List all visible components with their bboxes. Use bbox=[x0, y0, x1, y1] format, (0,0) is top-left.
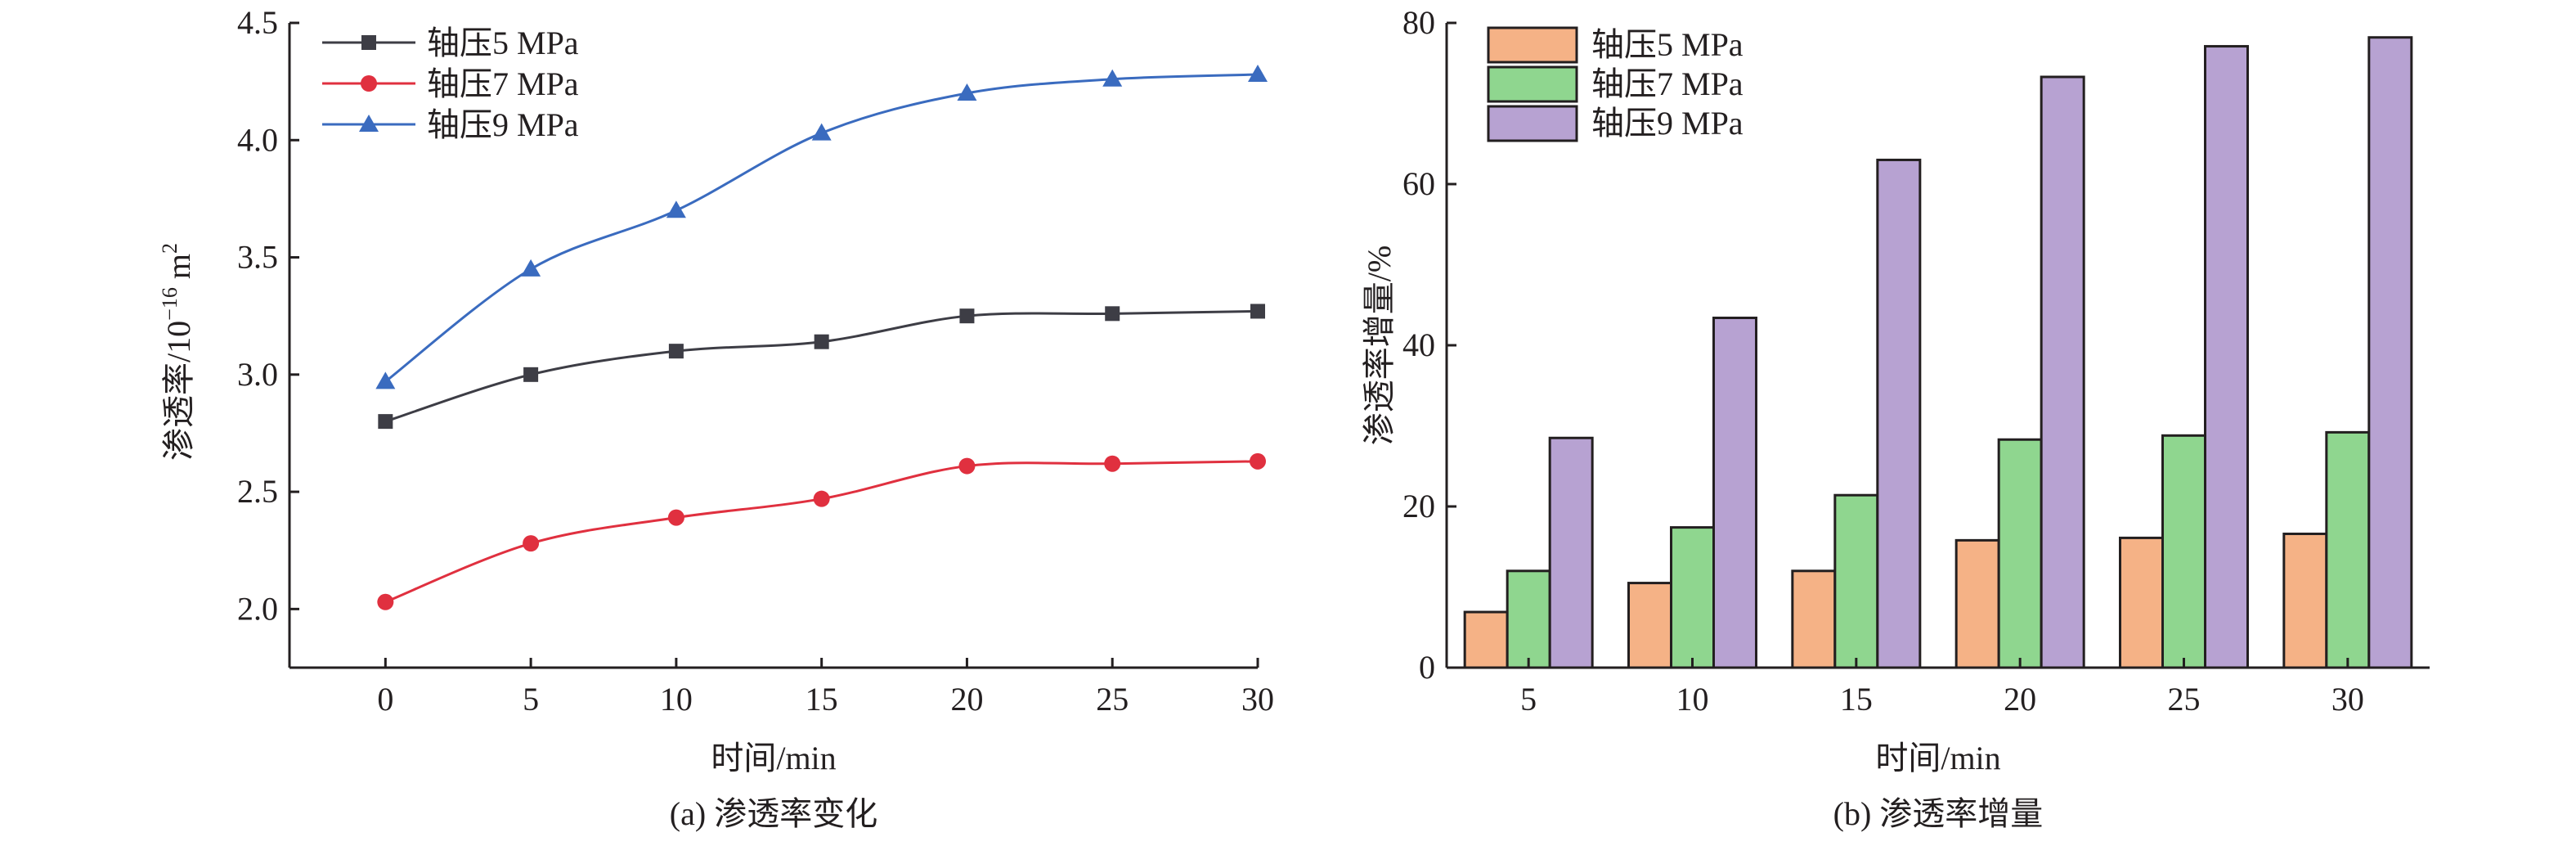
chart-a-xlabel: 时间/min bbox=[711, 740, 836, 776]
x-tick-label: 20 bbox=[950, 681, 983, 718]
x-tick-label: 30 bbox=[1241, 681, 1274, 718]
x-tick-label: 15 bbox=[806, 681, 838, 718]
legend-label: 轴压7 MPa bbox=[1591, 65, 1744, 102]
x-tick-label: 0 bbox=[377, 681, 393, 718]
data-point-circle bbox=[958, 457, 976, 475]
bar bbox=[1627, 582, 1672, 669]
data-point-triangle bbox=[375, 371, 396, 389]
data-point-square bbox=[814, 334, 829, 349]
data-point-square bbox=[668, 344, 684, 359]
data-point-square bbox=[378, 414, 393, 430]
chart-b-caption: (b) 渗透率增量 bbox=[1833, 795, 2044, 832]
legend-label: 轴压9 MPa bbox=[1591, 105, 1744, 142]
bar bbox=[1876, 158, 1922, 669]
bar bbox=[1548, 436, 1594, 669]
data-point-triangle bbox=[811, 123, 832, 141]
legend-swatch bbox=[1487, 26, 1578, 64]
bar-chart-permeability-increase: 时间/min (b) 渗透率增量 渗透率增量/% 5 10 15 20 25 30 0 20 4… bbox=[1361, 4, 2430, 832]
bar bbox=[1712, 317, 1757, 669]
legend-label: 轴压9 MPa bbox=[427, 106, 579, 143]
legend-swatch bbox=[1487, 105, 1578, 142]
series-line bbox=[384, 460, 1259, 604]
bar bbox=[2040, 75, 2085, 669]
data-point-circle bbox=[667, 509, 684, 526]
y-tick-label: 2.5 bbox=[237, 473, 278, 510]
x-tick-label: 5 bbox=[523, 681, 539, 718]
x-tick-label: 5 bbox=[1520, 681, 1537, 718]
data-point-triangle bbox=[521, 259, 541, 277]
bar bbox=[2119, 536, 2164, 669]
bar bbox=[1506, 569, 1551, 669]
bar bbox=[1670, 526, 1715, 669]
data-point-circle bbox=[523, 535, 540, 552]
x-tick-label: 10 bbox=[1676, 681, 1709, 718]
bar bbox=[2161, 434, 2206, 669]
bar bbox=[2325, 430, 2371, 669]
chart-a-ylabel-unit: m bbox=[160, 254, 197, 287]
y-tick-label: 4.5 bbox=[237, 4, 278, 41]
y-tick-label: 40 bbox=[1402, 326, 1435, 363]
y-tick-label: 4.0 bbox=[237, 121, 278, 158]
legend-label: 轴压5 MPa bbox=[1591, 26, 1744, 63]
data-point-triangle bbox=[666, 200, 686, 218]
data-point-square bbox=[1250, 304, 1265, 319]
chart-b-ylabel: 渗透率增量/% bbox=[1361, 245, 1398, 445]
bar bbox=[1463, 610, 1509, 669]
chart-a-caption: (a) 渗透率变化 bbox=[670, 795, 877, 832]
bar bbox=[1833, 493, 1879, 669]
y-tick-label: 3.5 bbox=[237, 239, 278, 276]
data-point-circle bbox=[813, 490, 830, 507]
legend-label: 轴压5 MPa bbox=[427, 25, 579, 61]
bar bbox=[2282, 532, 2328, 669]
bar bbox=[2367, 36, 2413, 669]
x-tick-label: 25 bbox=[1096, 681, 1129, 718]
legend-marker-circle bbox=[361, 75, 377, 92]
legend-marker-triangle bbox=[359, 115, 379, 132]
legend-label: 轴压7 MPa bbox=[427, 65, 579, 102]
data-point-circle bbox=[1250, 452, 1266, 470]
x-tick-label: 30 bbox=[2331, 681, 2364, 718]
data-point-circle bbox=[377, 593, 394, 610]
y-tick-label: 2.0 bbox=[237, 590, 278, 627]
series-line bbox=[384, 309, 1259, 423]
chart-a-ylabel: 渗透率/10−16 m2 bbox=[158, 243, 197, 461]
data-point-triangle bbox=[1248, 65, 1268, 83]
data-point-square bbox=[1105, 306, 1120, 322]
bar bbox=[2204, 45, 2249, 669]
y-tick-label: 60 bbox=[1402, 165, 1435, 202]
x-tick-label: 25 bbox=[2168, 681, 2201, 718]
series-square bbox=[378, 304, 1265, 430]
bar bbox=[1954, 538, 2000, 669]
bar bbox=[1997, 438, 2043, 669]
y-tick-label: 80 bbox=[1402, 4, 1435, 41]
x-tick-label: 10 bbox=[660, 681, 693, 718]
y-tick-label: 3.0 bbox=[237, 356, 278, 393]
line-chart-permeability: 时间/min (a) 渗透率变化 渗透率/10−16 m2 2.0 2.5 3.0 3… bbox=[158, 4, 1274, 832]
x-tick-label: 15 bbox=[1840, 681, 1873, 718]
series-triangle bbox=[375, 65, 1268, 389]
data-point-square bbox=[523, 367, 539, 382]
data-point-square bbox=[959, 308, 975, 324]
y-tick-label: 20 bbox=[1402, 488, 1435, 524]
legend-swatch bbox=[1487, 65, 1578, 103]
y-tick-label: 0 bbox=[1419, 649, 1435, 686]
chart-a-ylabel-unit-exp: 2 bbox=[158, 243, 182, 254]
series-circle bbox=[377, 452, 1266, 610]
data-point-triangle bbox=[957, 83, 977, 101]
chart-a-ylabel-main: 渗透率/10 bbox=[160, 321, 197, 461]
x-tick-label: 20 bbox=[2004, 681, 2036, 718]
chart-b-xlabel: 时间/min bbox=[1875, 740, 2000, 776]
chart-a-ylabel-exp: −16 bbox=[158, 287, 182, 321]
legend-marker-square bbox=[361, 35, 376, 50]
data-point-circle bbox=[1104, 455, 1121, 472]
data-point-triangle bbox=[1102, 69, 1123, 87]
bar bbox=[1791, 569, 1837, 669]
